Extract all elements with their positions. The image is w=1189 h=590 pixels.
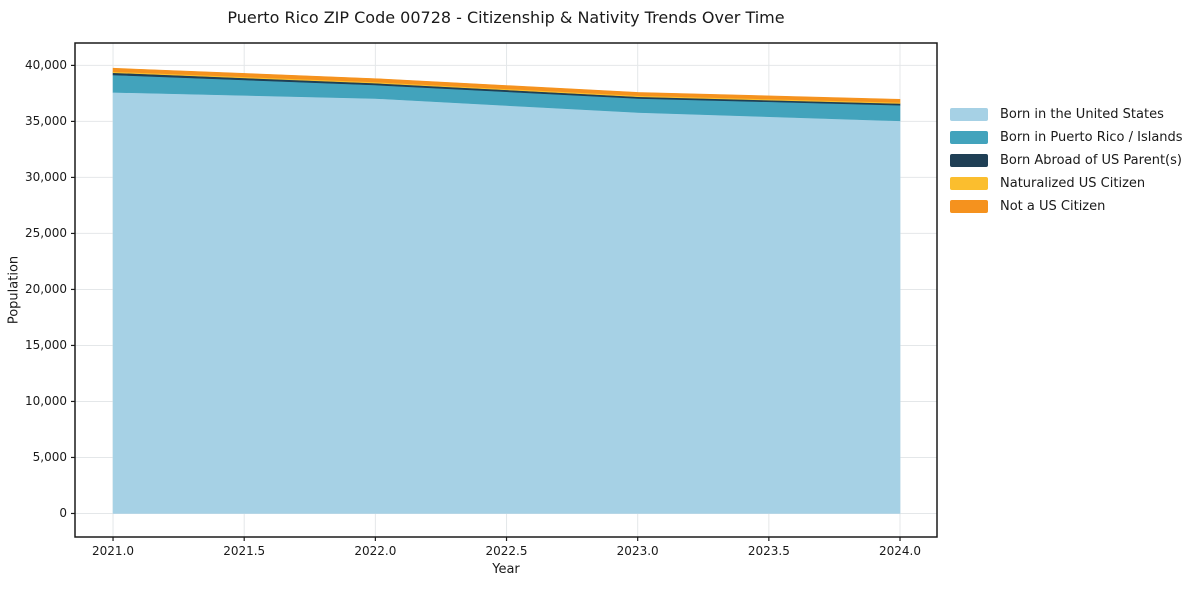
area-born-in-the-united-states	[112, 91, 901, 514]
y-axis-label: Population	[6, 255, 22, 325]
legend-label: Born in the United States	[1000, 107, 1164, 122]
y-tick-label: 30,000	[25, 170, 67, 185]
y-tick-label: 5,000	[32, 450, 67, 465]
legend-label: Born Abroad of US Parent(s)	[1000, 153, 1182, 168]
legend-item-not-a-us-citizen: Not a US Citizen	[950, 195, 1183, 218]
x-tick-label: 2022.0	[354, 544, 397, 558]
legend-item-born-in-the-united-states: Born in the United States	[950, 103, 1183, 126]
legend-swatch-icon	[950, 154, 988, 167]
y-tick-label: 0	[59, 506, 67, 521]
legend-item-naturalized-us-citizen: Naturalized US Citizen	[950, 172, 1183, 195]
area-not-a-us-citizen	[112, 67, 901, 103]
x-tick-label: 2022.5	[485, 544, 528, 558]
legend-label: Not a US Citizen	[1000, 199, 1106, 214]
legend-item-born-in-puerto-rico-islands: Born in Puerto Rico / Islands	[950, 126, 1183, 149]
x-tick-label: 2023.0	[616, 544, 659, 558]
axes-box	[74, 42, 938, 538]
x-tick-label: 2023.5	[747, 544, 790, 558]
legend: Born in the United States Born in Puerto …	[950, 103, 1183, 218]
y-tick-label: 20,000	[25, 282, 67, 297]
x-tick-label: 2021.0	[92, 544, 135, 558]
legend-swatch-icon	[950, 108, 988, 121]
legend-label: Born in Puerto Rico / Islands	[1000, 130, 1183, 145]
legend-label: Naturalized US Citizen	[1000, 176, 1146, 191]
y-tick-label: 40,000	[25, 58, 67, 73]
legend-swatch-icon	[950, 200, 988, 213]
x-axis-label: Year	[492, 562, 520, 577]
x-tick-label: 2021.5	[223, 544, 266, 558]
chart-title: Puerto Rico ZIP Code 00728 - Citizenship…	[227, 8, 785, 27]
legend-swatch-icon	[950, 131, 988, 144]
y-tick-label: 35,000	[25, 114, 67, 129]
y-tick-label: 25,000	[25, 226, 67, 241]
legend-swatch-icon	[950, 177, 988, 190]
y-tick-label: 10,000	[25, 394, 67, 409]
y-tick-label: 15,000	[25, 338, 67, 353]
x-tick-label: 2024.0	[879, 544, 921, 558]
legend-item-born-abroad-of-us-parent-s: Born Abroad of US Parent(s)	[950, 149, 1183, 172]
